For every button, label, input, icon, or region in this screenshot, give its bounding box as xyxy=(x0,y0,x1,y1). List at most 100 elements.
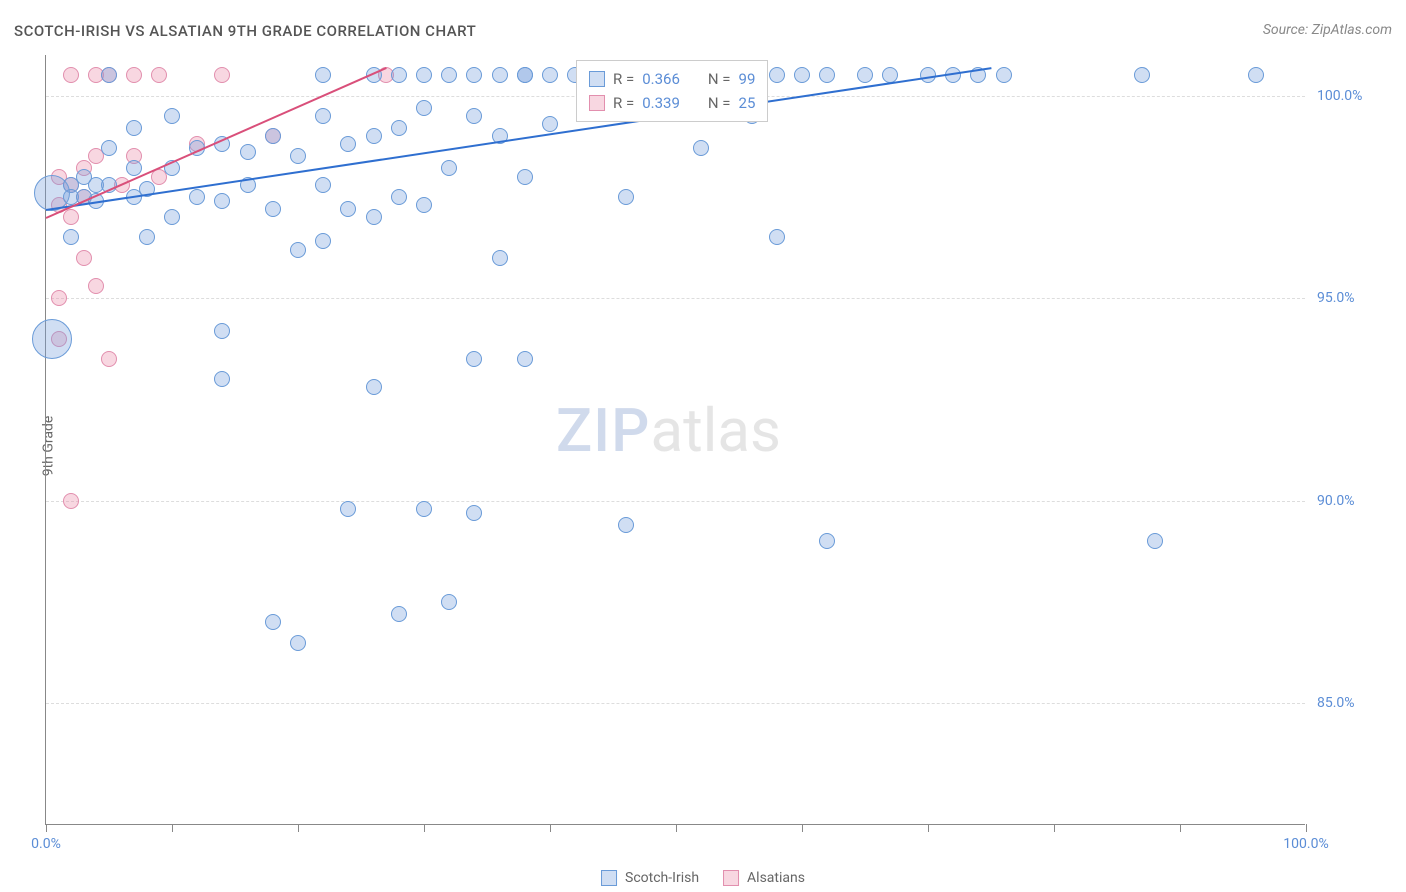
bubble-scotch-irish[interactable] xyxy=(542,116,558,132)
bubble-scotch-irish[interactable] xyxy=(517,67,533,83)
bubble-alsatians[interactable] xyxy=(76,250,92,266)
bubble-scotch-irish[interactable] xyxy=(32,319,72,359)
trendline xyxy=(46,67,991,211)
bubble-alsatians[interactable] xyxy=(101,351,117,367)
bubble-scotch-irish[interactable] xyxy=(857,67,873,83)
bubble-scotch-irish[interactable] xyxy=(441,160,457,176)
bubble-scotch-irish[interactable] xyxy=(416,67,432,83)
bubble-scotch-irish[interactable] xyxy=(1147,533,1163,549)
legend-r-label: R = xyxy=(613,94,634,112)
bubble-alsatians[interactable] xyxy=(214,67,230,83)
bubble-alsatians[interactable] xyxy=(126,67,142,83)
bubble-scotch-irish[interactable] xyxy=(315,233,331,249)
bubble-alsatians[interactable] xyxy=(63,67,79,83)
bubble-scotch-irish[interactable] xyxy=(265,128,281,144)
bubble-scotch-irish[interactable] xyxy=(101,67,117,83)
x-tick xyxy=(928,824,929,832)
bubble-scotch-irish[interactable] xyxy=(189,189,205,205)
bubble-scotch-irish[interactable] xyxy=(366,209,382,225)
x-tick xyxy=(802,824,803,832)
bubble-scotch-irish[interactable] xyxy=(101,140,117,156)
bubble-scotch-irish[interactable] xyxy=(290,635,306,651)
bubble-scotch-irish[interactable] xyxy=(416,197,432,213)
bubble-scotch-irish[interactable] xyxy=(391,120,407,136)
bubble-scotch-irish[interactable] xyxy=(164,108,180,124)
watermark: ZIPatlas xyxy=(556,395,781,466)
legend-r-value: 0.339 xyxy=(642,94,680,112)
bubble-scotch-irish[interactable] xyxy=(466,351,482,367)
bubble-scotch-irish[interactable] xyxy=(618,189,634,205)
legend-swatch xyxy=(723,870,739,886)
bubble-scotch-irish[interactable] xyxy=(240,144,256,160)
bubble-scotch-irish[interactable] xyxy=(769,67,785,83)
bubble-scotch-irish[interactable] xyxy=(693,140,709,156)
bubble-scotch-irish[interactable] xyxy=(164,209,180,225)
bubble-scotch-irish[interactable] xyxy=(214,371,230,387)
bubble-scotch-irish[interactable] xyxy=(492,250,508,266)
bubble-scotch-irish[interactable] xyxy=(340,201,356,217)
bubble-scotch-irish[interactable] xyxy=(340,501,356,517)
bubble-scotch-irish[interactable] xyxy=(340,136,356,152)
legend-item[interactable]: Alsatians xyxy=(723,870,805,886)
bubble-scotch-irish[interactable] xyxy=(214,193,230,209)
bubble-scotch-irish[interactable] xyxy=(416,100,432,116)
bubble-scotch-irish[interactable] xyxy=(1248,67,1264,83)
bubble-scotch-irish[interactable] xyxy=(618,517,634,533)
x-tick xyxy=(298,824,299,832)
bubble-scotch-irish[interactable] xyxy=(441,67,457,83)
bubble-scotch-irish[interactable] xyxy=(139,229,155,245)
x-tick-label: 100.0% xyxy=(1283,836,1328,852)
bubble-scotch-irish[interactable] xyxy=(819,67,835,83)
legend-item[interactable]: Scotch-Irish xyxy=(601,870,699,886)
legend-r-label: R = xyxy=(613,70,634,88)
bubble-alsatians[interactable] xyxy=(151,67,167,83)
bubble-alsatians[interactable] xyxy=(63,493,79,509)
bubble-scotch-irish[interactable] xyxy=(63,229,79,245)
legend-label: Alsatians xyxy=(747,870,805,886)
chart-title: SCOTCH-IRISH VS ALSATIAN 9TH GRADE CORRE… xyxy=(14,22,476,40)
bubble-scotch-irish[interactable] xyxy=(996,67,1012,83)
gridline xyxy=(46,703,1305,704)
legend-bottom: Scotch-Irish Alsatians xyxy=(601,870,805,886)
bubble-scotch-irish[interactable] xyxy=(794,67,810,83)
chart-source: Source: ZipAtlas.com xyxy=(1263,22,1392,38)
bubble-scotch-irish[interactable] xyxy=(517,351,533,367)
bubble-scotch-irish[interactable] xyxy=(126,160,142,176)
bubble-scotch-irish[interactable] xyxy=(466,505,482,521)
bubble-scotch-irish[interactable] xyxy=(290,148,306,164)
legend-label: Scotch-Irish xyxy=(625,870,699,886)
bubble-scotch-irish[interactable] xyxy=(126,120,142,136)
bubble-scotch-irish[interactable] xyxy=(265,614,281,630)
bubble-scotch-irish[interactable] xyxy=(214,323,230,339)
bubble-scotch-irish[interactable] xyxy=(1134,67,1150,83)
bubble-scotch-irish[interactable] xyxy=(416,501,432,517)
bubble-scotch-irish[interactable] xyxy=(265,201,281,217)
bubble-scotch-irish[interactable] xyxy=(391,67,407,83)
bubble-scotch-irish[interactable] xyxy=(769,229,785,245)
bubble-scotch-irish[interactable] xyxy=(315,177,331,193)
bubble-scotch-irish[interactable] xyxy=(492,67,508,83)
bubble-alsatians[interactable] xyxy=(63,209,79,225)
bubble-scotch-irish[interactable] xyxy=(290,242,306,258)
bubble-scotch-irish[interactable] xyxy=(441,594,457,610)
bubble-scotch-irish[interactable] xyxy=(315,108,331,124)
legend-swatch xyxy=(601,870,617,886)
bubble-scotch-irish[interactable] xyxy=(366,379,382,395)
bubble-scotch-irish[interactable] xyxy=(466,108,482,124)
bubble-scotch-irish[interactable] xyxy=(366,128,382,144)
bubble-scotch-irish[interactable] xyxy=(391,189,407,205)
bubble-alsatians[interactable] xyxy=(51,290,67,306)
plot-area: ZIPatlas 85.0%90.0%95.0%100.0%0.0%100.0%… xyxy=(45,55,1305,825)
bubble-scotch-irish[interactable] xyxy=(315,67,331,83)
bubble-alsatians[interactable] xyxy=(88,278,104,294)
bubble-scotch-irish[interactable] xyxy=(466,67,482,83)
bubble-scotch-irish[interactable] xyxy=(517,169,533,185)
legend-swatch xyxy=(589,95,605,111)
x-tick xyxy=(550,824,551,832)
bubble-scotch-irish[interactable] xyxy=(542,67,558,83)
bubble-scotch-irish[interactable] xyxy=(819,533,835,549)
x-tick xyxy=(1306,824,1307,832)
bubble-scotch-irish[interactable] xyxy=(391,606,407,622)
watermark-atlas: atlas xyxy=(650,395,780,466)
legend-row: R =0.339N =25 xyxy=(589,91,755,115)
